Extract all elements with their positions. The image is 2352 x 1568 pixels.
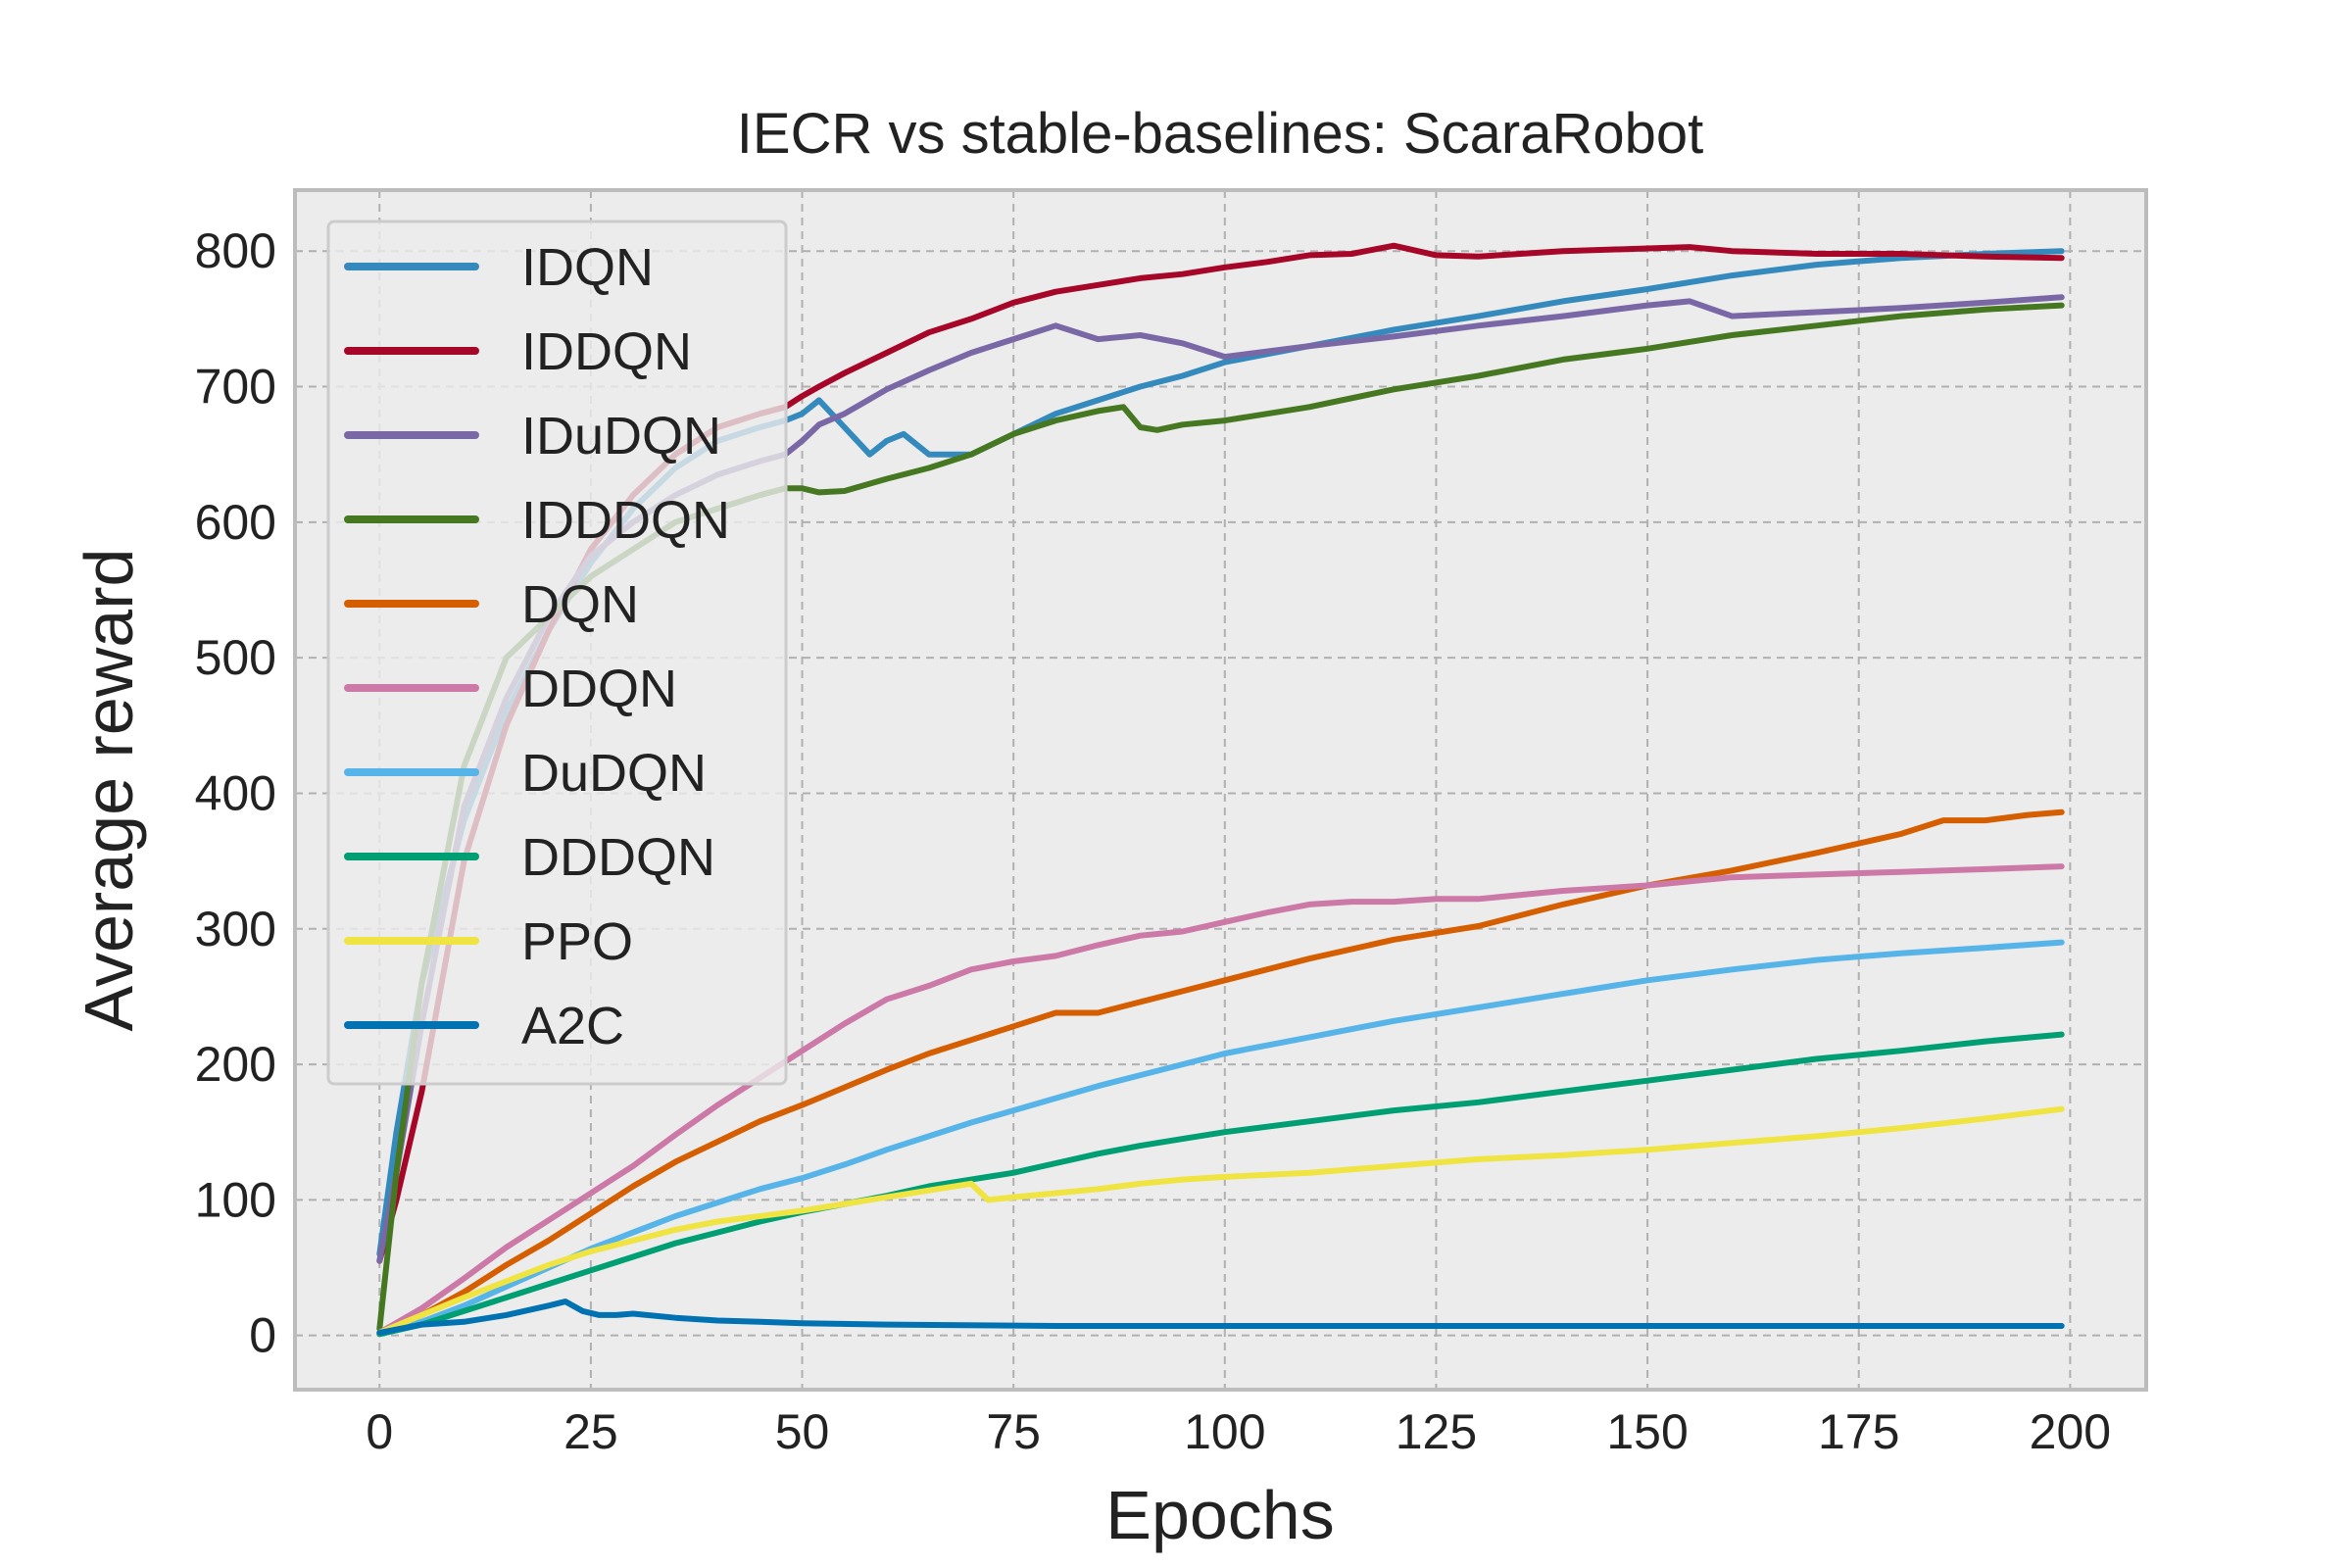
y-tick-label: 200 [195, 1037, 276, 1092]
y-tick-label: 0 [249, 1308, 276, 1363]
legend-label-dudqn: DuDQN [521, 744, 707, 803]
x-tick-label: 150 [1606, 1404, 1688, 1459]
y-tick-label: 100 [195, 1172, 276, 1227]
series-line-dddqn [376, 1031, 2065, 1338]
x-tick-label: 25 [564, 1404, 618, 1459]
series-line-ddqn [376, 863, 2065, 1336]
series-line-dqn [376, 808, 2065, 1336]
legend-label-idudqn: IDuDQN [521, 407, 721, 466]
legend-label-iddqn: IDDQN [521, 322, 692, 381]
x-tick-label: 125 [1396, 1404, 1477, 1459]
legend-label-dqn: DQN [521, 575, 639, 634]
legend-label-idqn: IDQN [521, 238, 654, 297]
x-tick-label: 100 [1184, 1404, 1265, 1459]
y-tick-label: 600 [195, 495, 276, 550]
series-line-ppo [376, 1105, 2065, 1336]
plot-frame [293, 188, 2148, 1392]
x-axis-label: Epochs [1105, 1477, 1334, 1553]
legend-label-idddqn: IDDDQN [521, 491, 730, 550]
x-tick-label: 75 [986, 1404, 1041, 1459]
chart-title: IECR vs stable-baselines: ScaraRobot [737, 102, 1703, 166]
y-tick-label: 800 [195, 223, 276, 278]
y-axis-label: Average reward [71, 549, 147, 1032]
tick-labels: 0 25 50 75 100 125 150 175 200 0 100 200 300 400 500 60… [195, 223, 2112, 1459]
legend-label-a2c: A2C [521, 997, 624, 1055]
y-tick-label: 400 [195, 765, 276, 820]
legend-label-ppo: PPO [521, 912, 633, 971]
legend-label-ddqn: DDQN [521, 660, 677, 718]
legend-label-dddqn: DDDQN [521, 828, 715, 887]
series-line-a2c [376, 1298, 2065, 1336]
y-tick-label: 700 [195, 360, 276, 415]
x-tick-label: 50 [775, 1404, 830, 1459]
x-tick-label: 200 [2030, 1404, 2111, 1459]
legend: IDQN IDDQN IDuDQN IDDDQN DQN DDQN DuDQN DDDQN PP… [326, 220, 788, 1086]
y-tick-label: 500 [195, 630, 276, 685]
x-tick-label: 0 [366, 1404, 393, 1459]
y-tick-label: 300 [195, 902, 276, 956]
x-tick-label: 175 [1818, 1404, 1899, 1459]
